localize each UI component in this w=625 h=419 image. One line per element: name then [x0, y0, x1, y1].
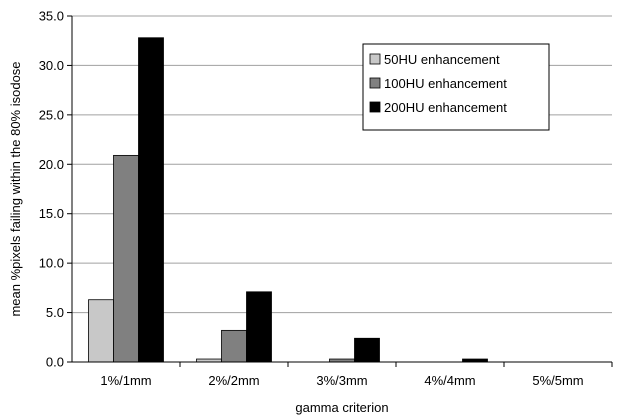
y-tick-label: 35.0 [39, 9, 64, 24]
legend-swatch [369, 53, 381, 65]
y-tick-label: 0.0 [46, 355, 64, 370]
bar [113, 154, 139, 363]
x-tick-label: 2%/2mm [208, 373, 259, 388]
x-axis-title: gamma criterion [295, 400, 388, 415]
y-tick-label: 5.0 [46, 305, 64, 320]
bar [354, 337, 380, 363]
y-tick-label: 10.0 [39, 256, 64, 271]
y-axis-title: mean %pixels failing within the 80% isod… [8, 61, 23, 316]
x-tick-label: 3%/3mm [316, 373, 367, 388]
x-tick-label: 4%/4mm [424, 373, 475, 388]
legend-label: 200HU enhancement [384, 100, 507, 115]
y-tick-label: 30.0 [39, 58, 64, 73]
x-tick-label: 1%/1mm [100, 373, 151, 388]
legend-label: 100HU enhancement [384, 76, 507, 91]
bar [88, 299, 114, 363]
bar [246, 291, 272, 363]
legend-box [362, 43, 550, 131]
bars [88, 37, 488, 363]
legend: 50HU enhancement 100HU enhancement 200HU e… [362, 43, 550, 131]
legend-label: 50HU enhancement [384, 52, 500, 67]
legend-swatch [369, 101, 381, 113]
axes [67, 15, 613, 367]
bar [221, 329, 247, 363]
y-tick-label: 15.0 [39, 206, 64, 221]
legend-swatch [369, 77, 381, 89]
x-tick-label: 5%/5mm [532, 373, 583, 388]
bar [138, 37, 164, 363]
y-tick-label: 20.0 [39, 157, 64, 172]
x-tick-labels: 1%/1mm 2%/2mm 3%/3mm 4%/4mm 5%/5mm [100, 373, 583, 388]
y-tick-labels: 0.0 5.0 10.0 15.0 20.0 25.0 30.0 35.0 [39, 9, 64, 370]
y-tick-label: 25.0 [39, 107, 64, 122]
